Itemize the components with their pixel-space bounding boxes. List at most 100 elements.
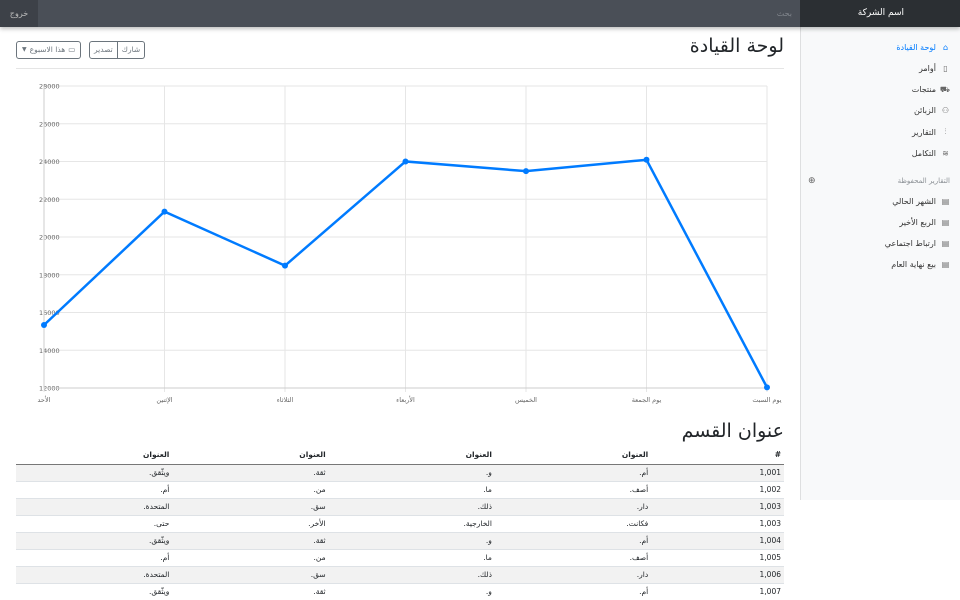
- saved-report-item[interactable]: ▤ ارتباط اجتماعي: [885, 236, 950, 252]
- data-point: [523, 168, 529, 175]
- page-title: لوحة القيادة: [689, 35, 784, 57]
- sidebar-item-label: أوامر: [918, 63, 936, 73]
- table-cell: فكانت.: [494, 514, 652, 532]
- sidebar-item[interactable]: ⌂ لوحة القيادة: [896, 39, 950, 55]
- x-tick-label: الأربعاء: [396, 395, 415, 404]
- table-cell: أم.: [494, 463, 652, 481]
- table-row: 1,005 أصف. ما. من. أم.: [16, 548, 784, 566]
- calendar-icon: ▭: [68, 45, 76, 54]
- column-header: العنوان: [172, 446, 329, 465]
- sidebar-item[interactable]: ⛟ منتجات: [912, 82, 950, 98]
- y-tick-label: 22000: [39, 196, 60, 204]
- table-cell: ثقة.: [172, 531, 329, 549]
- caret-down-icon: ▼: [22, 46, 27, 53]
- table-cell: من.: [172, 480, 329, 498]
- table-cell: 1,003: [651, 514, 784, 532]
- column-header: العنوان: [494, 446, 652, 465]
- sidebar-item[interactable]: ≋ التكامل: [912, 146, 950, 162]
- y-tick-label: 26000: [39, 120, 60, 128]
- table-cell: و.: [328, 582, 495, 600]
- x-tick-label: يوم السبت: [752, 396, 781, 404]
- table-cell: أصف.: [494, 548, 652, 566]
- sign-out-link[interactable]: خروج: [0, 0, 38, 27]
- table-cell: ويثّقق.: [16, 463, 173, 481]
- table-cell: 1,001: [651, 463, 784, 481]
- button-group: تصدير شارك: [89, 41, 146, 59]
- table-cell: ما.: [328, 548, 495, 566]
- table-cell: أم.: [16, 480, 173, 498]
- sidebar-item[interactable]: ⚇ الزبائن: [914, 103, 950, 119]
- column-header: العنوان: [328, 446, 495, 465]
- x-tick-label: الثلاثاء: [277, 396, 294, 404]
- table-cell: المتحدة.: [16, 565, 173, 583]
- sidebar-item[interactable]: ▯ أوامر: [919, 60, 950, 76]
- sidebar-item-label: الزبائن: [913, 106, 936, 116]
- table-cell: 1,004: [651, 531, 784, 549]
- table-cell: ويثّقق.: [16, 531, 173, 549]
- x-tick-label: يوم الجمعة: [632, 396, 662, 404]
- saved-report-label: الشهر الحالي: [892, 196, 936, 206]
- column-header: العنوان: [16, 446, 173, 465]
- saved-report-item[interactable]: ▤ الربع الأخير: [899, 214, 950, 230]
- data-point: [402, 158, 409, 165]
- table-cell: ما.: [328, 480, 495, 498]
- navbar: اسم الشركة خروج: [0, 0, 960, 27]
- column-header: #: [651, 446, 784, 465]
- table-cell: ثقة.: [172, 582, 329, 600]
- table-row: 1,003 فكانت. الخارجية. الأخر. حتى.: [16, 514, 784, 532]
- search-input[interactable]: [38, 0, 800, 27]
- file-icon: ▯: [943, 63, 948, 73]
- table-cell: حتى.: [16, 514, 173, 532]
- sidebar: التقارير المحفوظة ⊕ ⌂ لوحة القيادة ▯ أوامر ⛟…: [800, 27, 960, 500]
- sidebar-item-label: التكامل: [911, 149, 936, 158]
- data-table: # العنوان العنوان العنوان العنوان 1,001 أم. و.…: [16, 446, 784, 600]
- sidebar-item[interactable]: ⫶ التقارير: [912, 124, 950, 140]
- table-cell: ذلك.: [328, 497, 495, 515]
- file-text-icon: ▤: [941, 196, 950, 206]
- period-dropdown[interactable]: ▭ هذا الاسبوع ▼: [16, 41, 82, 59]
- brand-name[interactable]: اسم الشركة: [800, 0, 960, 27]
- table-cell: ذلك.: [328, 565, 495, 583]
- table-row: 1,003 دار. ذلك. سق. المتحدة.: [16, 497, 784, 515]
- data-point: [41, 321, 47, 328]
- share-button[interactable]: شارك: [117, 41, 146, 59]
- home-icon: ⌂: [942, 42, 949, 52]
- divider: [16, 68, 784, 69]
- table-cell: دار.: [494, 497, 652, 515]
- file-text-icon: ▤: [941, 239, 950, 249]
- data-point: [764, 384, 770, 391]
- saved-report-label: الربع الأخير: [899, 217, 936, 227]
- x-tick-label: الإثنين: [156, 396, 172, 404]
- table-cell: 1,003: [651, 497, 784, 515]
- table-cell: 1,002: [651, 480, 784, 498]
- users-icon: ⚇: [941, 106, 950, 116]
- section-title: عنوان القسم: [681, 420, 784, 442]
- data-point: [282, 262, 288, 269]
- y-tick-label: 18000: [39, 271, 60, 279]
- table-row: 1,004 أم. و. ثقة. ويثّقق.: [16, 531, 784, 549]
- table-cell: أم.: [16, 548, 173, 566]
- table-cell: ويثّقق.: [16, 582, 173, 600]
- table-cell: 1,006: [651, 565, 784, 583]
- data-point: [643, 156, 650, 163]
- table-row: 1,001 أم. و. ثقة. ويثّقق.: [16, 463, 784, 481]
- file-text-icon: ▤: [941, 217, 950, 227]
- saved-reports-heading: التقارير المحفوظة: [897, 177, 950, 185]
- table-cell: ثقة.: [172, 463, 329, 481]
- sidebar-item-label: منتجات: [911, 85, 936, 95]
- export-button[interactable]: تصدير: [89, 41, 118, 59]
- y-tick-label: 14000: [39, 347, 60, 355]
- layers-icon: ≋: [942, 149, 949, 158]
- bar-chart-icon: ⫶: [944, 127, 947, 137]
- saved-report-item[interactable]: ▤ الشهر الحالي: [892, 193, 950, 209]
- table-cell: الخارجية.: [328, 514, 495, 532]
- add-report-icon[interactable]: ⊕: [808, 176, 816, 186]
- line-chart: 1200014000160001800020000220002400026000…: [38, 83, 782, 405]
- table-cell: أم.: [494, 582, 652, 600]
- table-cell: سق.: [172, 565, 329, 583]
- table-cell: دار.: [494, 565, 652, 583]
- y-tick-label: 16000: [39, 309, 60, 317]
- y-tick-label: 28000: [39, 83, 60, 91]
- table-cell: 1,005: [651, 548, 784, 566]
- saved-report-item[interactable]: ▤ بيع نهاية العام: [891, 257, 950, 273]
